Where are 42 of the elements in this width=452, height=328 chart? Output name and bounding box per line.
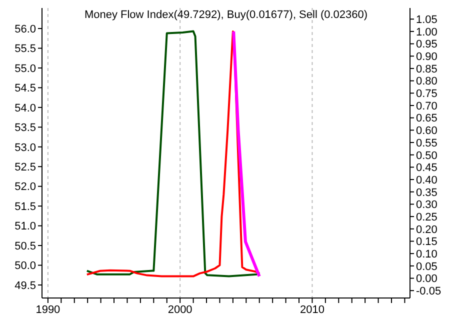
y2-tick-label: 0.85 — [416, 63, 438, 76]
y2-tick-label: 0.40 — [416, 174, 438, 186]
x-tick-label: 2010 — [300, 304, 324, 316]
y2-tick-label: 0.75 — [416, 88, 438, 100]
y-tick-label: 53.0 — [14, 142, 36, 154]
y2-tick-label: 0.90 — [416, 51, 438, 64]
y2-tick-label: 0.20 — [416, 224, 438, 236]
y-tick-label: 54.5 — [14, 82, 36, 95]
y2-tick-label: 0.65 — [416, 112, 438, 125]
chart-title: Money Flow Index(49.7292), Buy(0.01677), Sell (0.02360) — [83, 9, 369, 21]
y-tick-label: 50.0 — [14, 260, 36, 272]
y2-tick-label: 0.60 — [416, 125, 438, 138]
y2-tick-label: -0.05 — [416, 286, 442, 298]
y-tick-label: 53.5 — [14, 122, 36, 134]
y-tick-label: 52.0 — [14, 181, 36, 194]
y2-tick-label: 1.05 — [416, 14, 438, 26]
y-tick-label: 49.5 — [14, 280, 36, 292]
y2-tick-label: 0.00 — [416, 273, 438, 286]
y2-tick-label: 0.50 — [416, 150, 438, 162]
y-tick-label: 56.0 — [14, 23, 36, 36]
y-tick-label: 50.5 — [14, 240, 36, 252]
y2-tick-label: 0.15 — [416, 236, 438, 248]
y-tick-label: 51.0 — [14, 220, 36, 233]
line-series — [232, 30, 261, 278]
y2-tick-label: 0.35 — [416, 186, 438, 199]
x-tick-label: 2000 — [168, 304, 192, 316]
y-tick-label: 55.5 — [14, 43, 36, 56]
y2-tick-label: 0.55 — [416, 137, 438, 150]
y2-tick-label: 0.05 — [416, 260, 438, 273]
y2-tick-label: 0.25 — [416, 211, 438, 224]
y2-tick-label: 0.80 — [416, 76, 438, 88]
y2-tick-label: 1.00 — [416, 26, 438, 38]
y-tick-label: 55.0 — [14, 62, 36, 75]
y2-tick-label: 0.10 — [416, 248, 438, 260]
y2-tick-label: 0.30 — [416, 199, 438, 212]
y-tick-label: 52.5 — [14, 162, 36, 174]
y-tick-label: 54.0 — [14, 102, 36, 114]
y2-tick-label: 0.70 — [416, 100, 438, 112]
y2-tick-label: 0.95 — [416, 38, 438, 51]
y-tick-label: 51.5 — [14, 200, 36, 213]
x-tick-label: 1990 — [36, 304, 60, 316]
y2-tick-label: 0.45 — [416, 162, 438, 174]
